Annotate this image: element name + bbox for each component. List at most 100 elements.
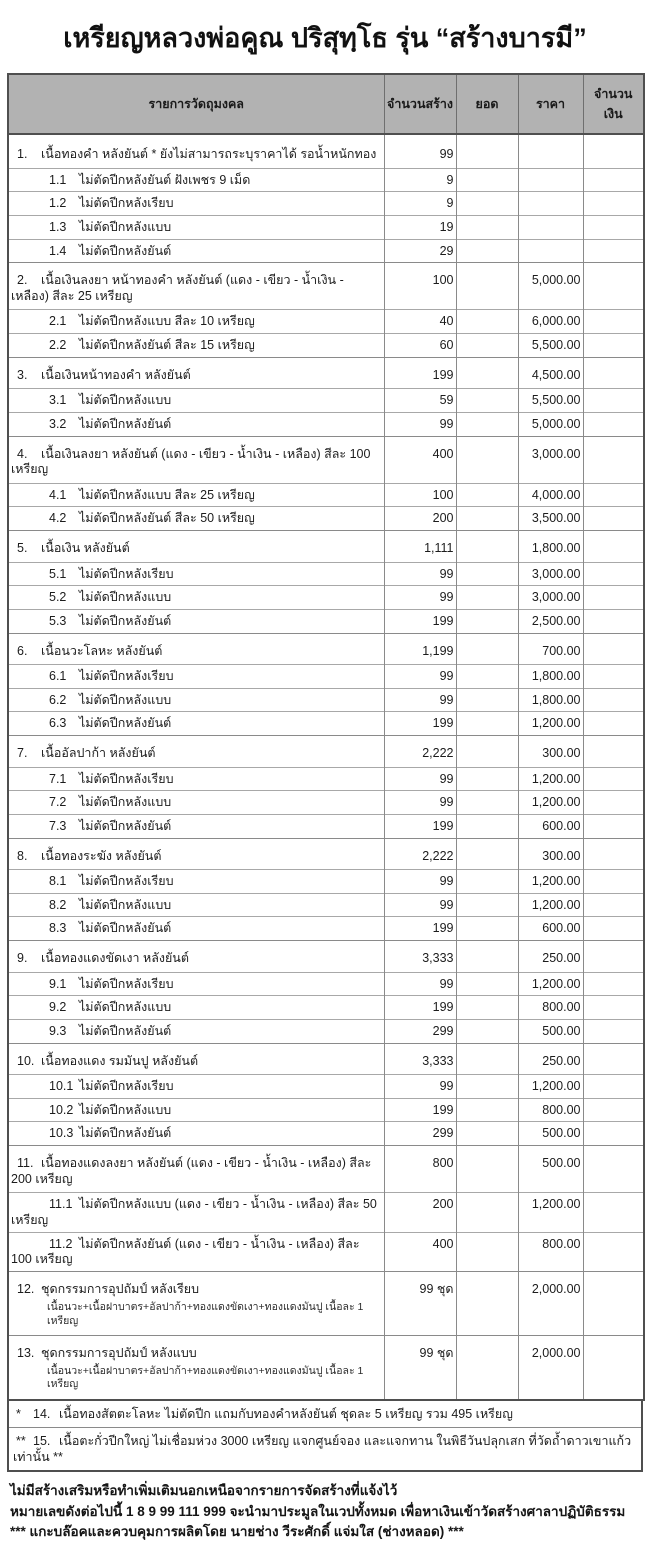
amount-cell (582, 356, 645, 389)
item-number: 8.2 (49, 897, 67, 912)
total-cell (455, 813, 519, 838)
amount-cell (582, 262, 645, 310)
amount-cell (582, 411, 645, 436)
table-row: 4.1 ไม่ตัดปีกหลังแบบ สีละ 25 เหรียญ 100 4,0… (7, 482, 645, 507)
table-row: 8.2 ไม่ตัดปีกหลังแบบ 99 1,200.00 (7, 892, 645, 917)
quantity-cell: 200 (383, 506, 457, 531)
price-cell: 800.00 (517, 995, 584, 1020)
column-header-price: ราคา (517, 73, 584, 135)
item-number: 8.1 (49, 874, 67, 889)
item-label: ไม่ตัดปีกหลังยันต์ (79, 1023, 172, 1038)
table-row: 9.3 ไม่ตัดปีกหลังยันต์ 299 500.00 (7, 1018, 645, 1043)
price-cell: 1,800.00 (517, 530, 584, 563)
item-description-cell: 4.2 ไม่ตัดปีกหลังยันต์ สีละ 50 เหรียญ (7, 506, 385, 531)
table-row: 1.1 ไม่ตัดปีกหลังยันต์ ฝังเพชร 9 เม็ด 9 (7, 167, 645, 192)
quantity-cell: 199 (383, 813, 457, 838)
total-cell (455, 506, 519, 531)
quantity-cell: 59 (383, 388, 457, 413)
total-cell (455, 167, 519, 192)
amount-cell (582, 940, 645, 973)
price-cell: 250.00 (517, 1042, 584, 1075)
table-row: 11.1 ไม่ตัดปีกหลังแบบ (แดง - เขียว - น้ำเ… (7, 1192, 645, 1232)
page-title: เหรียญหลวงพ่อคูณ ปริสุทฺโธ รุ่น “สร้างบา… (63, 23, 587, 53)
item-description-cell: 3.2 ไม่ตัดปีกหลังยันต์ (7, 411, 385, 436)
price-cell: 1,200.00 (517, 869, 584, 894)
table-row: 1.4 ไม่ตัดปีกหลังยันต์ 29 (7, 238, 645, 263)
item-number: 10.2 (49, 1102, 74, 1117)
quantity-cell: 9 (383, 167, 457, 192)
amount-cell (582, 1270, 645, 1336)
item-description-cell: 11.1 ไม่ตัดปีกหลังแบบ (แดง - เขียว - น้ำเ… (7, 1192, 385, 1232)
total-cell (455, 632, 519, 665)
footnote-label: เนื้อตะกั่วปีกใหญ่ ไม่เชื่อมห่วง 3000 เห… (13, 1434, 632, 1464)
item-number: 7.2 (49, 795, 67, 810)
table-row: 3. เนื้อเงินหน้าทองคำ หลังยันต์ 199 4,500.0… (7, 356, 645, 389)
quantity-cell: 99 (383, 585, 457, 610)
item-description-cell: 10. เนื้อทองแดง รมมันปู หลังยันต์ (7, 1042, 385, 1075)
total-cell (455, 388, 519, 413)
item-number: 9.3 (49, 1023, 67, 1038)
item-label: เนื้อทองคำ หลังยันต์ * ยังไม่สามารถระบุร… (41, 147, 377, 161)
quantity-cell: 29 (383, 238, 457, 263)
amount-cell (582, 388, 645, 413)
price-cell: 600.00 (517, 813, 584, 838)
quantity-cell: 1,111 (383, 530, 457, 563)
total-cell (455, 238, 519, 263)
item-label: ไม่ตัดปีกหลังแบบ (79, 692, 172, 707)
amount-cell (582, 1192, 645, 1232)
item-description-cell: 7.3 ไม่ตัดปีกหลังยันต์ (7, 813, 385, 838)
item-label: ไม่ตัดปีกหลังแบบ สีละ 10 เหรียญ (79, 314, 255, 329)
total-cell (455, 435, 519, 484)
total-cell (455, 971, 519, 996)
item-number: 13. (17, 1345, 35, 1360)
table-row: 9. เนื้อทองแดงขัดเงา หลังยันต์ 3,333 250.00 (7, 940, 645, 973)
price-cell: 600.00 (517, 916, 584, 941)
item-label: ไม่ตัดปีกหลังเรียบ (79, 771, 174, 786)
table-row: 12. ชุดกรรมการอุปถัมป์ หลังเรียบ เนื้อนวะ+… (7, 1270, 645, 1336)
total-cell (455, 735, 519, 768)
amount-cell (582, 1018, 645, 1043)
quantity-cell: 299 (383, 1018, 457, 1043)
bottom-notes: ไม่มีสร้างเสริมหรือทำเพิ่มเติมนอกเหนือจา… (10, 1481, 650, 1542)
footnote-mark: * (16, 1406, 21, 1421)
amount-cell (582, 1121, 645, 1146)
item-description-cell: 9.3 ไม่ตัดปีกหลังยันต์ (7, 1018, 385, 1043)
price-cell: 1,800.00 (517, 687, 584, 712)
total-cell (455, 1270, 519, 1336)
quantity-cell: 199 (383, 711, 457, 736)
price-cell: 800.00 (517, 1097, 584, 1122)
item-description-cell: 6. เนื้อนวะโลหะ หลังยันต์ (7, 632, 385, 665)
amount-cell (582, 995, 645, 1020)
item-label: ไม่ตัดปีกหลังยันต์ (79, 613, 172, 628)
price-cell: 5,500.00 (517, 333, 584, 358)
item-number: 2. (17, 273, 28, 288)
item-label: เนื้อเงิน หลังยันต์ (41, 541, 130, 555)
quantity-cell: 100 (383, 262, 457, 310)
amount-cell (582, 735, 645, 768)
item-number: 1.4 (49, 243, 67, 258)
item-label: เนื้อทองแดงลงยา หลังยันต์ (แดง - เขียว -… (11, 1156, 372, 1186)
item-number: 1.1 (49, 172, 67, 187)
table-row: 3.1 ไม่ตัดปีกหลังแบบ 59 5,500.00 (7, 388, 645, 413)
amount-cell (582, 214, 645, 239)
price-cell: 1,200.00 (517, 971, 584, 996)
total-cell (455, 608, 519, 633)
quantity-cell: 400 (383, 435, 457, 484)
total-cell (455, 916, 519, 941)
item-label: เนื้อเงินลงยา หลังยันต์ (แดง - เขียว - น… (11, 446, 371, 477)
quantity-cell: 99 ชุด (383, 1334, 457, 1400)
amount-cell (582, 766, 645, 791)
price-cell: 300.00 (517, 735, 584, 768)
amount-cell (582, 837, 645, 870)
table-row: 8.1 ไม่ตัดปีกหลังเรียบ 99 1,200.00 (7, 869, 645, 894)
item-label: ไม่ตัดปีกหลังเรียบ (79, 196, 174, 211)
price-cell: 700.00 (517, 632, 584, 665)
item-number: 8.3 (49, 921, 67, 936)
amount-cell (582, 1042, 645, 1075)
item-label: ไม่ตัดปีกหลังแบบ (79, 1000, 172, 1015)
item-description-cell: 5.1 ไม่ตัดปีกหลังเรียบ (7, 561, 385, 586)
table-row: 5.1 ไม่ตัดปีกหลังเรียบ 99 3,000.00 (7, 561, 645, 586)
price-cell: 2,000.00 (517, 1334, 584, 1400)
price-cell: 1,200.00 (517, 1192, 584, 1232)
total-cell (455, 309, 519, 334)
